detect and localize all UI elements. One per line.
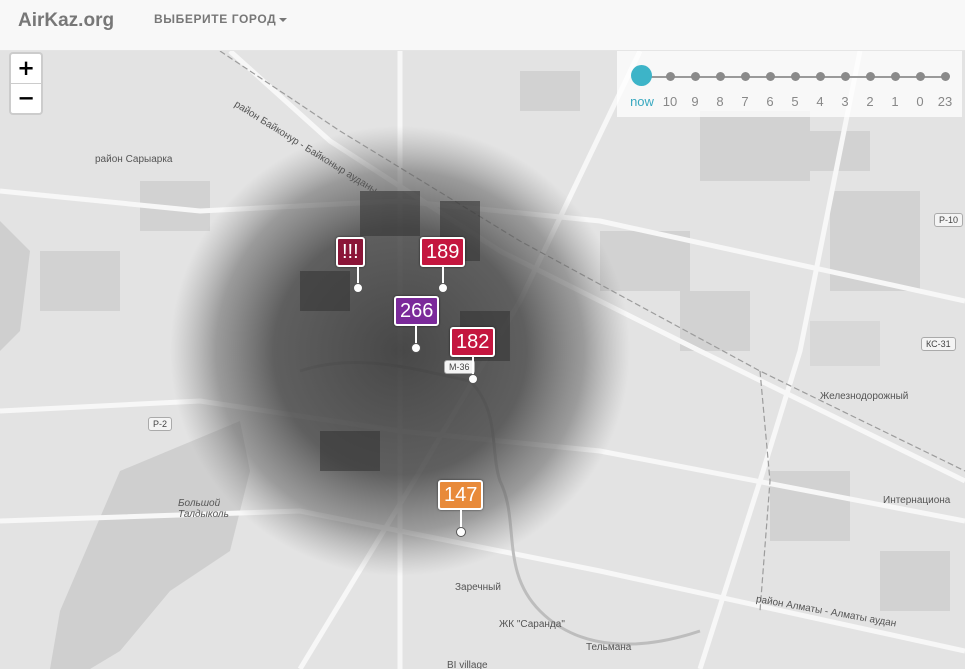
aqi-marker-label: 189 [420,237,466,267]
timeline-dot-1[interactable] [891,72,900,81]
map-view[interactable]: район Сарыарка район Байконур - Байконыр… [0,51,965,669]
city-select-dropdown[interactable]: ВЫБЕРИТЕ ГОРОД [154,12,288,26]
timeline-dot-23[interactable] [941,72,950,81]
map-label-zarechny: Заречный [455,582,501,593]
aqi-marker-pin [468,374,478,384]
timeline-label-7[interactable]: 7 [741,94,749,109]
timeline-label-8[interactable]: 8 [716,94,724,109]
aqi-marker-label: 182 [450,327,496,357]
aqi-marker-label: 266 [394,296,440,326]
aqi-marker-stem [415,326,417,347]
timeline-label-0[interactable]: 0 [916,94,924,109]
timeline-label-3[interactable]: 3 [841,94,849,109]
aqi-marker-label: !!! [336,237,365,267]
caret-down-icon [279,17,288,22]
timeline-dot-10[interactable] [666,72,675,81]
timeline-dot-7[interactable] [741,72,750,81]
zoom-out-button[interactable]: − [11,83,41,113]
map-base [0,51,965,669]
zoom-control: + − [9,52,43,115]
brand-logo[interactable]: AirKaz.org [18,10,115,31]
aqi-marker-stem [357,267,359,287]
timeline-label-2[interactable]: 2 [866,94,874,109]
timeline-handle[interactable] [631,65,652,86]
timeline-dot-5[interactable] [791,72,800,81]
map-label-bolshoy-taldykol: Большой Талдыколь [178,498,229,520]
timeline-label-10[interactable]: 10 [662,94,678,109]
timeline-slider[interactable]: now 10 9 8 7 6 5 4 3 2 1 0 23 [617,51,962,117]
timeline-dot-8[interactable] [716,72,725,81]
timeline-dot-3[interactable] [841,72,850,81]
aqi-marker-stem [442,267,444,287]
timeline-label-4[interactable]: 4 [816,94,824,109]
road-sign-p2: P-2 [148,417,173,431]
aqi-marker-stem [460,510,462,531]
timeline-label-now[interactable]: now [630,94,654,109]
timeline-dot-2[interactable] [866,72,875,81]
map-label-saranda: ЖК "Саранда" [499,619,565,630]
timeline-dot-6[interactable] [766,72,775,81]
aqi-marker-pin [456,527,466,537]
timeline-label-23[interactable]: 23 [937,94,953,109]
map-label-bi-village: BI village [447,660,488,669]
road-sign-p10: P-10 [934,213,964,227]
map-label-internatsionalny: Интернациона [883,495,951,506]
aqi-marker-stem [472,357,474,378]
timeline-label-9[interactable]: 9 [691,94,699,109]
navbar: AirKaz.org ВЫБЕРИТЕ ГОРОД [0,0,965,51]
timeline-dot-0[interactable] [916,72,925,81]
aqi-marker-pin [438,283,448,293]
map-label-zheleznodorozhny: Железнодорожный [820,391,909,402]
road-sign-m36: M-36 [444,360,475,374]
timeline-label-1[interactable]: 1 [891,94,899,109]
map-label-saryarka: район Сарыарка [95,154,173,165]
aqi-marker-pin [353,283,363,293]
zoom-in-button[interactable]: + [17,56,35,80]
aqi-marker-label: 147 [438,480,484,510]
timeline-dot-9[interactable] [691,72,700,81]
aqi-marker-pin [411,343,421,353]
timeline-label-5[interactable]: 5 [791,94,799,109]
city-select-label: ВЫБЕРИТЕ ГОРОД [154,12,277,26]
timeline-dot-4[interactable] [816,72,825,81]
map-label-telmana: Тельмана [586,642,632,653]
timeline-label-6[interactable]: 6 [766,94,774,109]
road-sign-ks31: КС-31 [921,337,956,351]
